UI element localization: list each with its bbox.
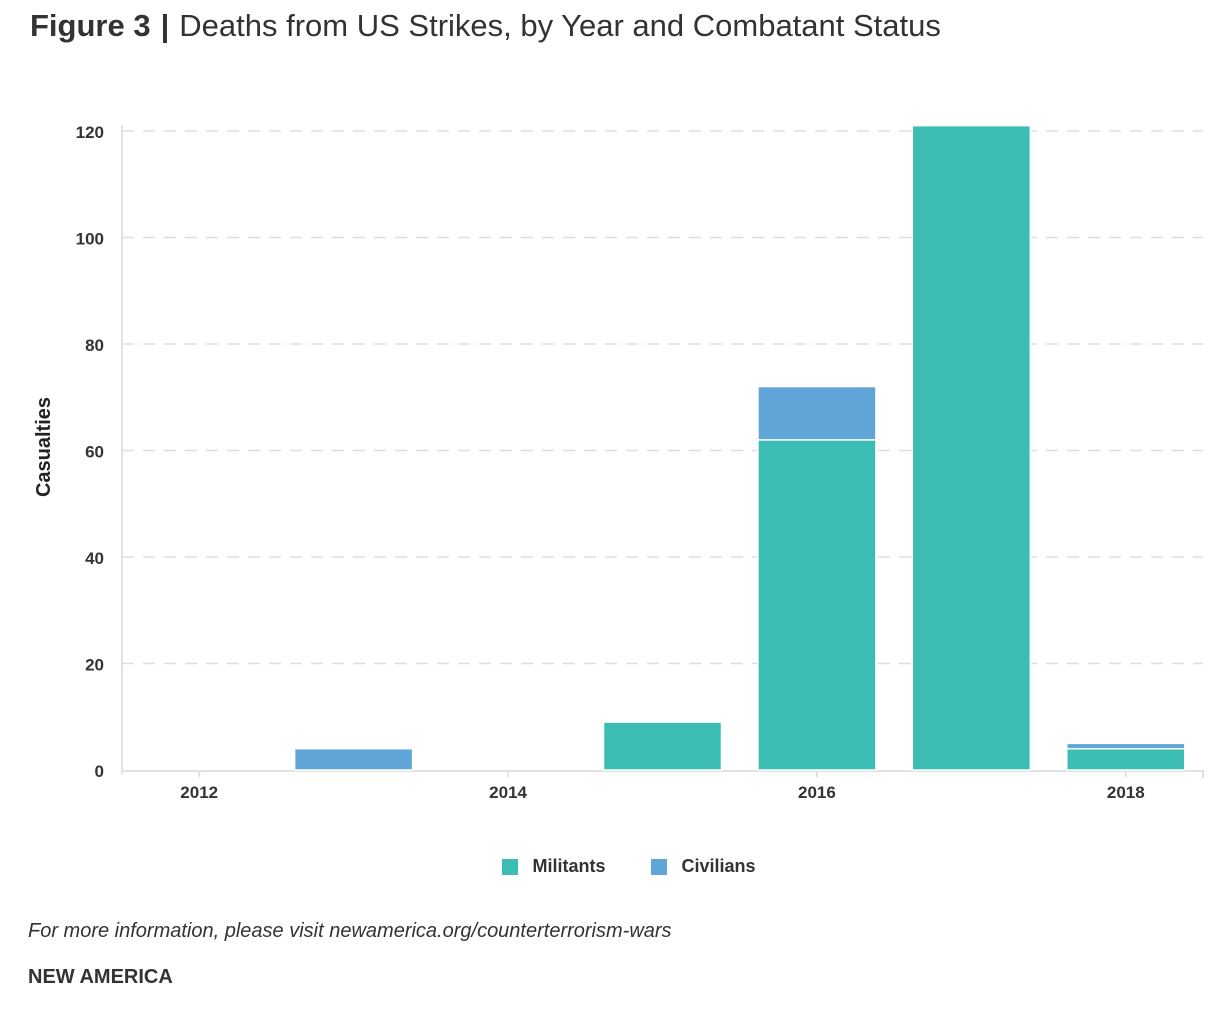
y-tick-label: 20 [85, 656, 104, 675]
brand-logo-text: NEW AMERICA [28, 966, 173, 988]
x-tick-label: 2014 [489, 783, 527, 802]
legend-label-militants: Militants [532, 856, 606, 876]
bar-militants-2017[interactable] [911, 124, 1032, 771]
gridlines [122, 130, 1203, 665]
legend-item-militants[interactable]: Militants [502, 856, 605, 877]
x-tick-label: 2012 [180, 783, 218, 802]
legend-item-civilians[interactable]: Civilians [651, 856, 756, 877]
y-tick-label: 40 [85, 549, 104, 568]
bar-civilians-2013[interactable] [293, 747, 414, 771]
legend: Militants Civilians [0, 856, 1222, 877]
y-tick-label: 120 [76, 123, 104, 142]
y-tick-label: 60 [85, 443, 104, 462]
y-axis: 0 20 40 60 80 100 120 [76, 123, 123, 781]
bar-militants-2018[interactable] [1066, 747, 1186, 771]
bar-chart: 0 20 40 60 80 100 120 2012 2014 2016 2018 Casualt… [33, 123, 1204, 802]
legend-swatch-militants [502, 858, 519, 875]
y-tick-label: 80 [85, 336, 104, 355]
bar-militants-2015[interactable] [602, 721, 723, 771]
title-text: Deaths from US Strikes, by Year and Comb… [179, 8, 941, 43]
source-note: For more information, please visit newam… [28, 920, 672, 942]
legend-label-civilians: Civilians [681, 856, 756, 876]
figure-label: Figure 3 [30, 8, 151, 43]
y-tick-label: 100 [76, 230, 104, 249]
y-axis-label: Casualties [33, 397, 55, 497]
bar-militants-2016[interactable] [757, 439, 877, 771]
chart-title: Figure 3 | Deaths from US Strikes, by Year… [30, 8, 941, 44]
legend-swatch-civilians [651, 858, 668, 875]
bar-civilians-2016[interactable] [757, 385, 877, 441]
title-separator: | [160, 8, 170, 43]
bars [293, 124, 1186, 771]
bar-civilians-2018[interactable] [1066, 742, 1186, 750]
y-tick-label: 0 [95, 762, 104, 781]
x-tick-label: 2018 [1107, 783, 1145, 802]
x-axis: 2012 2014 2016 2018 [122, 770, 1204, 802]
x-tick-label: 2016 [798, 783, 836, 802]
